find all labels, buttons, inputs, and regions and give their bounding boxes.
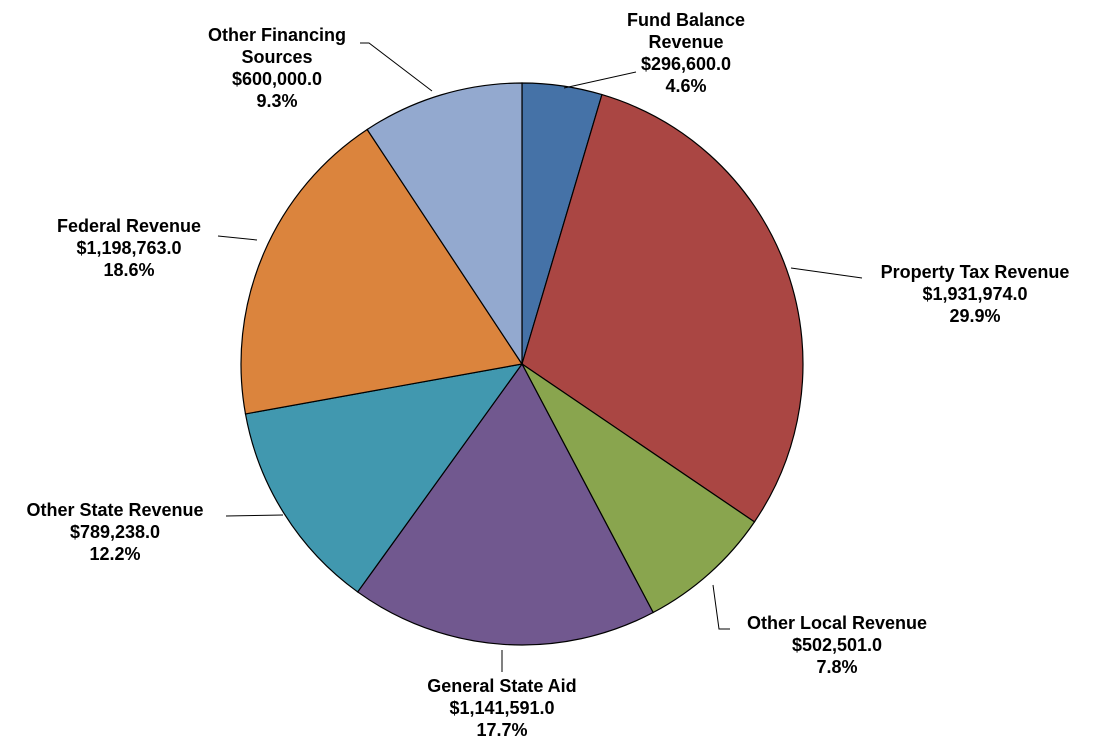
slice-label-value: $600,000.0 [232, 69, 322, 89]
slice-labels: Fund Balance Revenue $296,600.0 4.6% Propert… [26, 10, 1069, 740]
slice-label-value: $789,238.0 [70, 522, 160, 542]
leader-line-federal-revenue [217, 235, 258, 241]
slice-label-percent: 17.7% [476, 720, 527, 740]
pie-slice-other-financing-sources [366, 82, 523, 366]
slice-label-name: General State Aid [427, 676, 576, 696]
slice-label-property-tax-revenue: Property Tax Revenue $1,931,974.0 29.9% [881, 262, 1070, 326]
slice-label-percent: 29.9% [949, 306, 1000, 326]
leader-line-other-local-revenue [712, 584, 730, 630]
slice-label-value: $1,141,591.0 [449, 698, 554, 718]
slice-label-name: Other Local Revenue [747, 613, 927, 633]
leader-lines [217, 42, 863, 672]
slice-label-name: Property Tax Revenue [881, 262, 1070, 282]
slice-label-name: Fund Balance [627, 10, 745, 30]
slice-label-name: Other State Revenue [26, 500, 203, 520]
pie-slice-property-tax-revenue [521, 93, 804, 523]
slice-label-fund-balance-revenue: Fund Balance Revenue $296,600.0 4.6% [627, 10, 745, 96]
pie-slice-other-local-revenue [521, 363, 756, 614]
pie-slices [240, 82, 804, 646]
slice-label-name: Sources [241, 47, 312, 67]
slice-label-other-financing-sources: Other Financing Sources $600,000.0 9.3% [208, 25, 346, 111]
pie-slice-other-state-revenue [244, 363, 524, 593]
leader-line-other-state-revenue [225, 514, 284, 517]
slice-label-federal-revenue: Federal Revenue $1,198,763.0 18.6% [57, 216, 201, 280]
slice-label-name: Revenue [648, 32, 723, 52]
slice-label-percent: 4.6% [665, 76, 706, 96]
slice-label-value: $1,198,763.0 [76, 238, 181, 258]
slice-label-general-state-aid: General State Aid $1,141,591.0 17.7% [427, 676, 576, 740]
slice-label-percent: 12.2% [89, 544, 140, 564]
slice-label-value: $1,931,974.0 [922, 284, 1027, 304]
slice-label-name: Other Financing [208, 25, 346, 45]
slice-label-value: $502,501.0 [792, 635, 882, 655]
slice-label-other-state-revenue: Other State Revenue $789,238.0 12.2% [26, 500, 203, 564]
slice-label-value: $296,600.0 [641, 54, 731, 74]
slice-label-other-local-revenue: Other Local Revenue $502,501.0 7.8% [747, 613, 927, 677]
slice-label-percent: 18.6% [103, 260, 154, 280]
slice-label-name: Federal Revenue [57, 216, 201, 236]
slice-label-percent: 7.8% [816, 657, 857, 677]
leader-line-other-financing-sources [360, 42, 433, 92]
leader-line-fund-balance-revenue [563, 71, 637, 89]
slice-label-percent: 9.3% [256, 91, 297, 111]
pie-slice-general-state-aid [356, 362, 654, 646]
leader-line-property-tax-revenue [790, 267, 863, 279]
pie-slice-federal-revenue [240, 128, 524, 415]
